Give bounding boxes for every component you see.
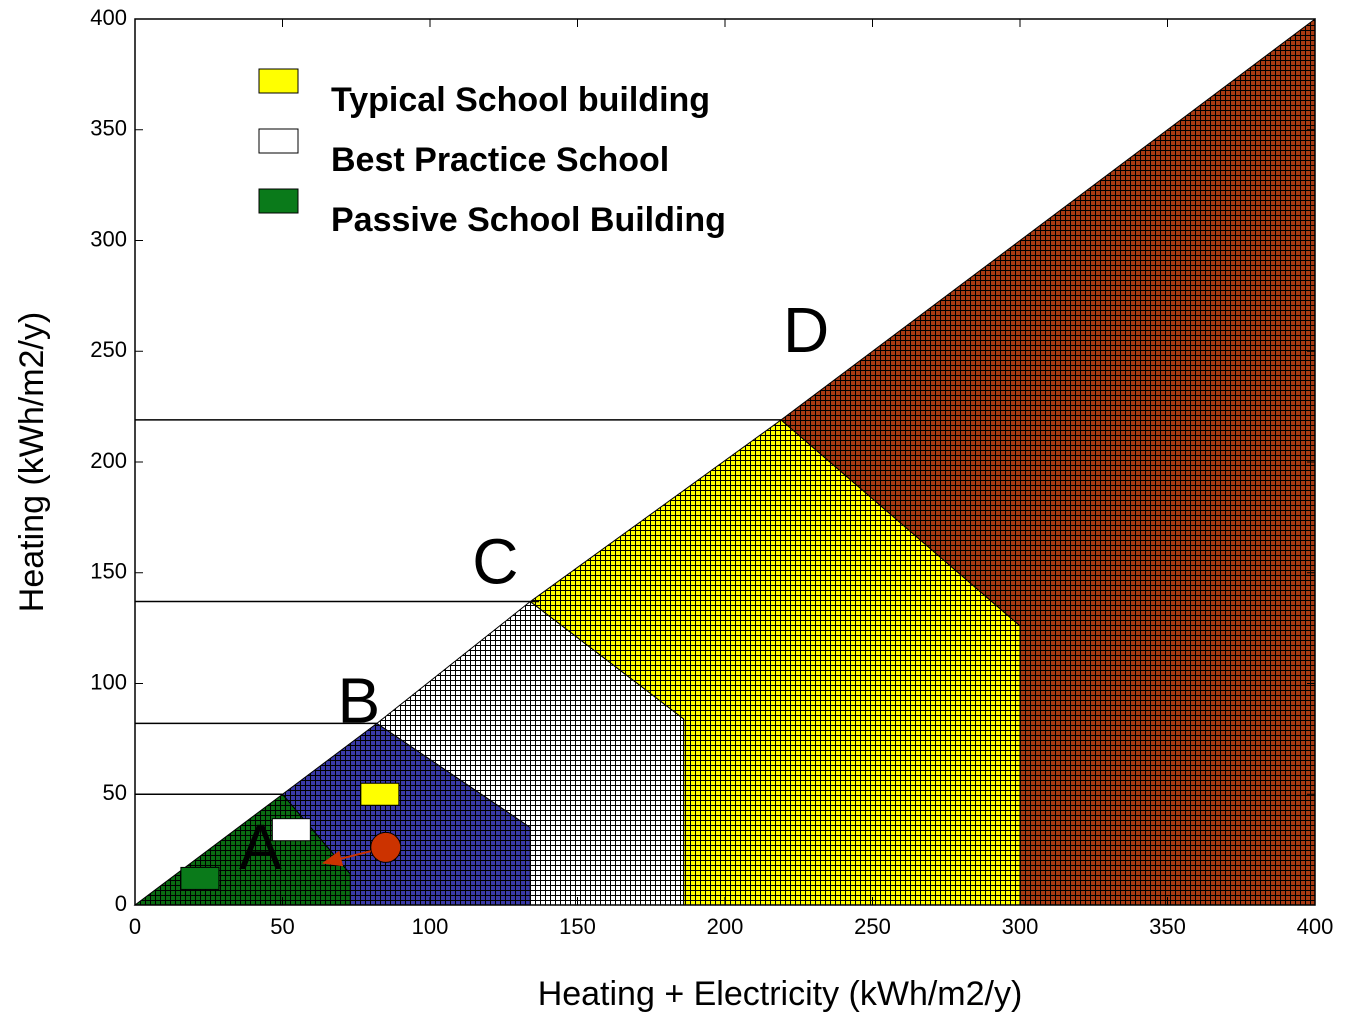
y-tick-label: 150 xyxy=(90,559,127,584)
x-tick-label: 150 xyxy=(559,914,596,939)
legend-swatch xyxy=(258,128,299,154)
legend-label: Best Practice School xyxy=(331,141,669,179)
y-tick-label: 300 xyxy=(90,226,127,251)
legend-label: Typical School building xyxy=(331,81,710,119)
legend-swatch xyxy=(258,68,299,94)
y-axis-label: Heating (kWh/m2/y) xyxy=(13,312,51,612)
y-tick-label: 0 xyxy=(115,891,127,916)
zone-label: D xyxy=(783,294,829,366)
x-tick-label: 50 xyxy=(270,914,294,939)
arrow-origin xyxy=(370,831,402,863)
marker xyxy=(180,866,220,890)
y-tick-label: 200 xyxy=(90,448,127,473)
legend-label: Passive School Building xyxy=(331,201,726,239)
zone-label: C xyxy=(472,525,518,597)
x-tick-label: 350 xyxy=(1149,914,1186,939)
x-tick-label: 250 xyxy=(854,914,891,939)
x-axis-label: Heating + Electricity (kWh/m2/y) xyxy=(538,975,1023,1013)
legend-swatch xyxy=(258,188,299,214)
y-tick-label: 400 xyxy=(90,5,127,30)
x-tick-label: 200 xyxy=(707,914,744,939)
marker xyxy=(271,818,311,842)
y-tick-label: 350 xyxy=(90,116,127,141)
marker xyxy=(360,782,400,806)
y-tick-label: 50 xyxy=(103,780,127,805)
y-tick-label: 100 xyxy=(90,669,127,694)
x-tick-label: 0 xyxy=(129,914,141,939)
x-tick-label: 100 xyxy=(412,914,449,939)
x-tick-label: 300 xyxy=(1002,914,1039,939)
y-tick-label: 250 xyxy=(90,337,127,362)
zone-label: B xyxy=(338,664,381,736)
x-tick-label: 400 xyxy=(1297,914,1334,939)
